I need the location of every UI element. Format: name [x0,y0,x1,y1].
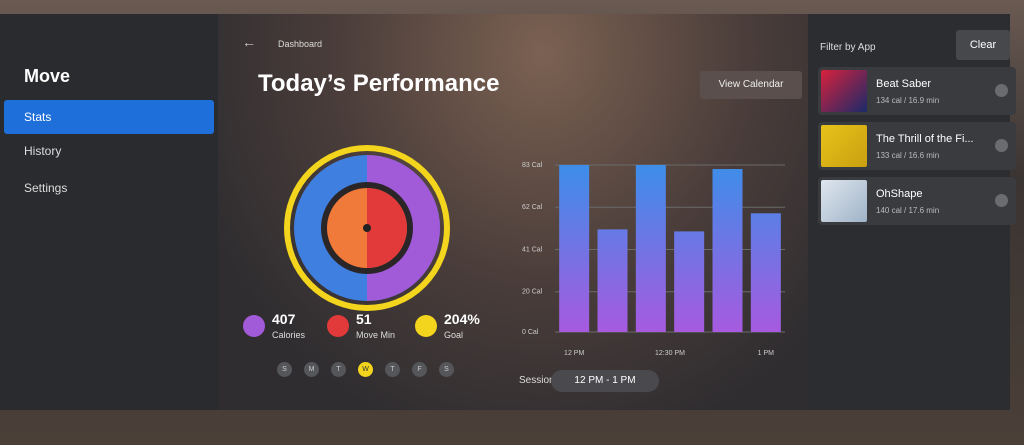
page-title: Today’s Performance [258,70,500,97]
back-arrow[interactable]: ← [242,34,256,50]
app-filter[interactable]: Beat Saber 134 cal / 16.9 min [818,67,1016,115]
radio[interactable] [995,139,1008,152]
move-sector [367,188,407,268]
summary-value: 407 [272,311,296,327]
summary-label: Goal [444,330,464,340]
app-detail: 134 cal / 16.9 min [876,96,940,105]
center-dot [363,224,371,232]
bar [635,165,666,332]
sidebar: Move Stats History Settings [0,14,218,410]
app-icon [821,125,867,167]
nav-item[interactable]: History [24,144,62,158]
x-tick-label: 12:30 PM [655,350,685,357]
summary-value: 204% [444,311,480,327]
day-button[interactable]: S [439,362,454,377]
app-icon [821,70,867,112]
radio[interactable] [995,194,1008,207]
sessions-label: Sessions [519,375,560,386]
x-tick-label: 12 PM [564,350,584,357]
clear-button[interactable]: Clear [956,30,1010,60]
y-tick-label: 62 Cal [522,204,543,211]
filter-title: Filter by App [820,42,876,53]
app-filter[interactable]: The Thrill of the Fi... 133 cal / 16.6 m… [818,122,1016,170]
nav-item[interactable]: Settings [24,181,68,195]
session-chip[interactable]: 12 PM - 1 PM [551,370,659,392]
y-tick-label: 20 Cal [522,289,543,296]
bar [750,213,781,332]
summary-label: Move Min [356,330,396,340]
app-detail: 140 cal / 17.6 min [876,206,940,215]
bar [674,231,705,332]
app-title: Move [24,66,71,86]
day-button[interactable]: F [412,362,427,377]
nav-item[interactable]: Stats [4,100,214,134]
goal-ring [284,145,450,311]
app-name: The Thrill of the Fi... [876,133,974,145]
radio[interactable] [995,84,1008,97]
app-name: OhShape [876,188,923,200]
bar [597,229,628,332]
app-filter[interactable]: OhShape 140 cal / 17.6 min [818,177,1016,225]
summary-value: 51 [356,311,372,327]
view-calendar-button[interactable]: View Calendar [700,71,802,99]
day-button[interactable]: W [358,362,373,377]
calories-icon [243,315,265,337]
day-button[interactable]: T [385,362,400,377]
x-tick-label: 1 PM [758,350,775,357]
y-tick-label: 0 Cal [522,329,539,336]
move-icon [327,315,349,337]
y-tick-label: 83 Cal [522,162,543,169]
goal-icon [415,315,437,337]
y-tick-label: 41 Cal [522,246,543,253]
bar [712,169,743,332]
activity-rings [284,145,450,311]
bar-chart: 0 Cal 20 Cal 41 Cal 62 Cal 83 Cal 12 PM 12:30 … [522,162,785,357]
breadcrumb[interactable]: Dashboard [278,39,323,49]
day-button[interactable]: T [331,362,346,377]
summary-label: Calories [272,330,306,340]
app-icon [821,180,867,222]
bar [559,165,590,332]
day-button[interactable]: S [277,362,292,377]
app-name: Beat Saber [876,78,932,90]
app-detail: 133 cal / 16.6 min [876,151,940,160]
day-button[interactable]: M [304,362,319,377]
